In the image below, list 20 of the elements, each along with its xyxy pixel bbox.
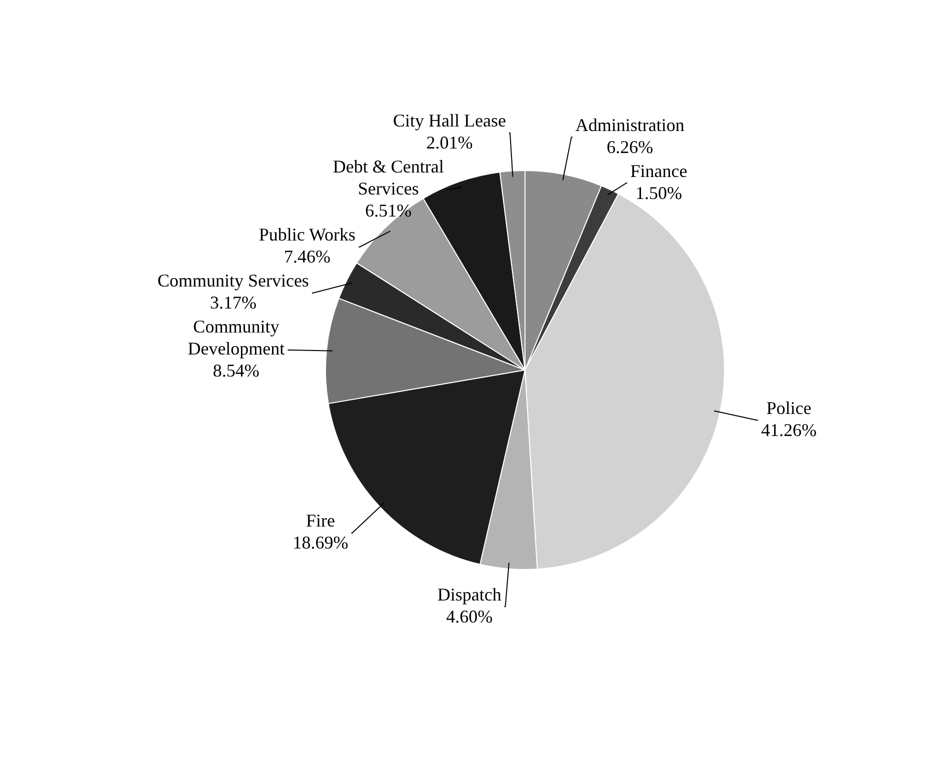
data-label: 7.46% bbox=[284, 246, 330, 267]
slice-label: Community Services bbox=[157, 270, 309, 291]
slice-label: Police bbox=[766, 398, 812, 418]
slice-label: Fire bbox=[306, 510, 335, 531]
data-label: 2.01% bbox=[426, 132, 473, 153]
slice-label: Community Development bbox=[188, 316, 285, 359]
slice-label: Dispatch bbox=[437, 584, 502, 604]
data-label: 8.54% bbox=[212, 360, 260, 381]
slice-label: City Hall Lease bbox=[393, 110, 506, 131]
slice-label: Debt & Central Services bbox=[332, 156, 444, 199]
data-label: 1.50% bbox=[635, 182, 682, 203]
data-label: 18.69% bbox=[292, 532, 348, 553]
data-label: 4.60% bbox=[446, 606, 493, 626]
data-label: 6.26% bbox=[606, 136, 654, 157]
slice-label: Public Works bbox=[258, 224, 356, 245]
data-label: 6.51% bbox=[365, 200, 412, 221]
slice-label: Administration bbox=[575, 114, 684, 135]
data-label: 41.26% bbox=[761, 420, 817, 440]
slice-label: Finance bbox=[630, 160, 688, 181]
data-label: 3.17% bbox=[210, 292, 256, 313]
